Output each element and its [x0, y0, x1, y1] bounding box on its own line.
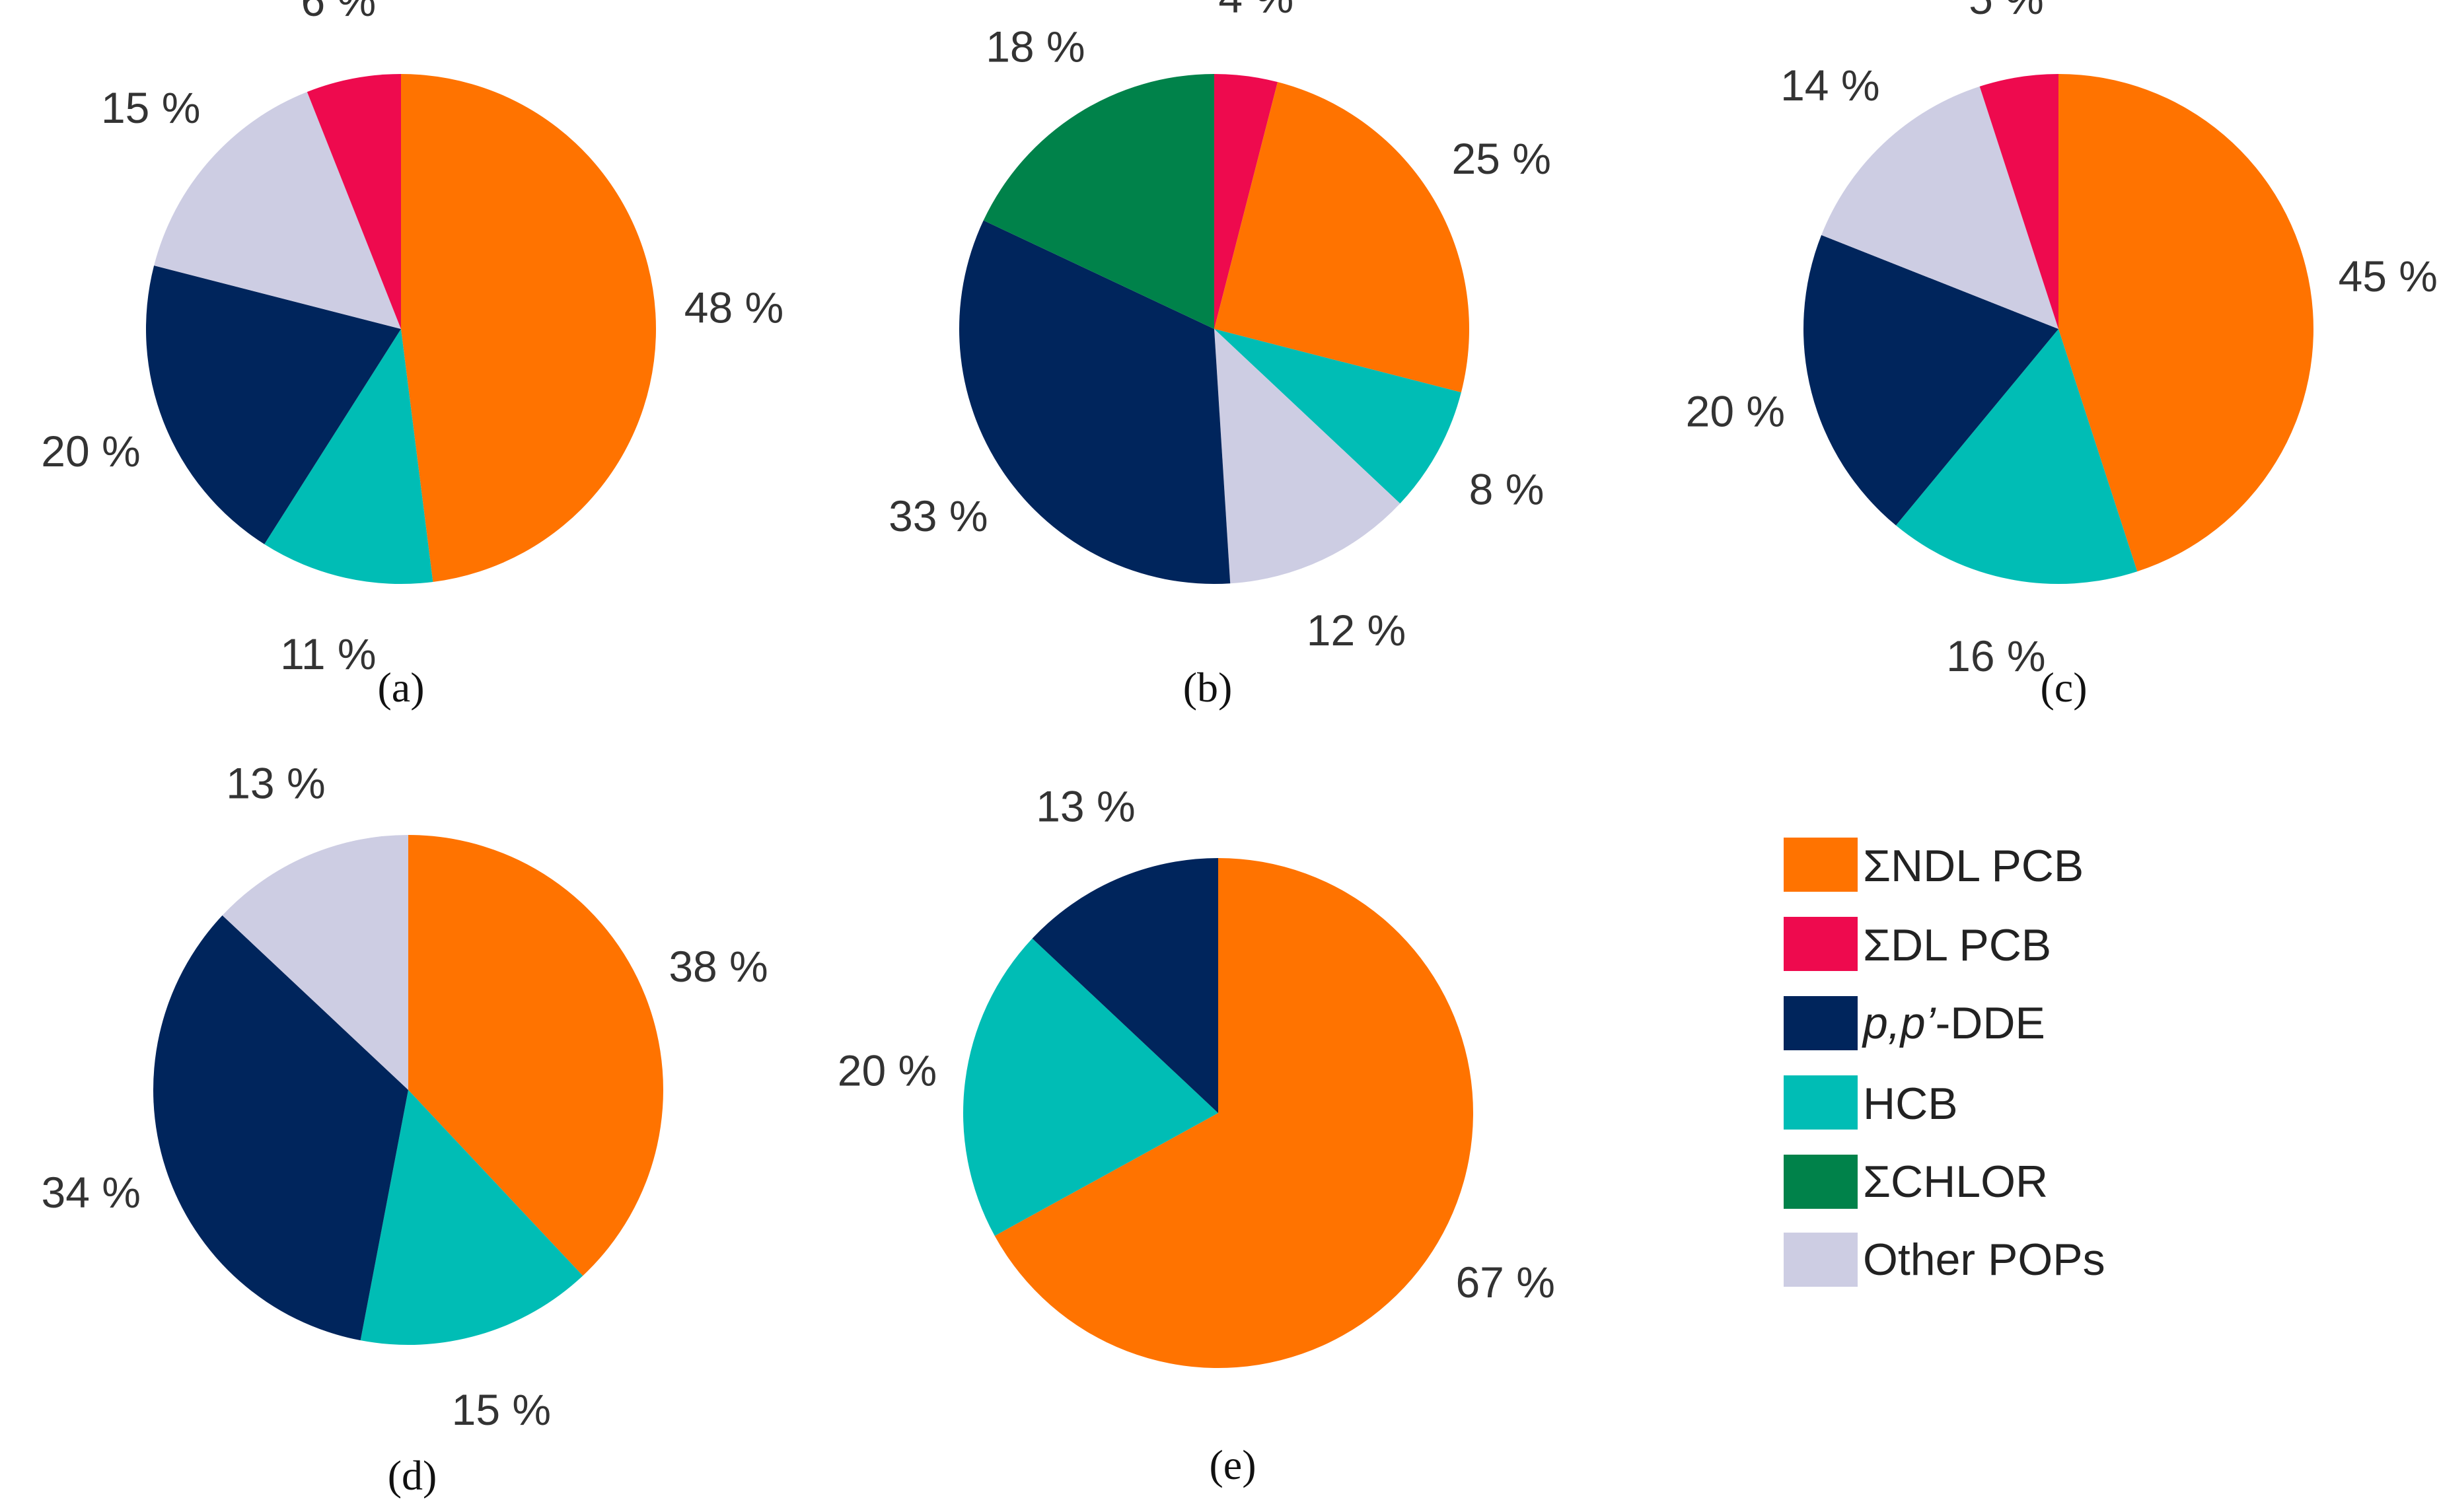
legend-swatch-chlor	[1784, 1155, 1858, 1209]
legend-swatch-other-pops	[1784, 1233, 1858, 1287]
pie-slice-d-p-p-dde	[153, 915, 409, 1341]
pie-label-a-p-p-dde: 20 %	[41, 427, 140, 476]
legend-label-chlor: ΣCHLOR	[1863, 1157, 2048, 1207]
legend-label-dl-pcb: ΣDL PCB	[1863, 920, 2051, 970]
pie-slice-b-dl-pcb	[1214, 74, 1278, 329]
pie-label-e-p-p-dde: 13 %	[1036, 782, 1135, 831]
pie-slice-b-p-p-dde	[959, 220, 1231, 585]
pie-label-a-ndl-pcb: 48 %	[684, 283, 783, 332]
pie-slice-b-ndl-pcb	[1214, 82, 1469, 392]
pie-slice-e-hcb	[963, 938, 1218, 1236]
pie-slice-c-hcb	[1895, 329, 2138, 584]
pie-slice-a-p-p-dde	[146, 266, 401, 544]
pie-label-b-ndl-pcb: 25 %	[1451, 134, 1550, 183]
pie-label-c-hcb: 16 %	[1946, 631, 2045, 680]
pie-label-b-other-pops: 12 %	[1307, 606, 1406, 655]
pie-label-a-dl-pcb: 6 %	[301, 0, 377, 25]
pie-label-d-p-p-dde: 34 %	[41, 1168, 140, 1217]
pie-label-e-hcb: 20 %	[838, 1046, 937, 1095]
pie-slice-b-other-pops	[1214, 329, 1400, 584]
pie-chart-a: 48 % 11 % 20 % 15 % 6 % (a)	[41, 0, 783, 711]
legend-label-pp-dde: p,p’-DDE	[1862, 998, 2045, 1048]
pie-caption-b: (b)	[1183, 664, 1233, 711]
pie-label-b-dl-pcb: 4 %	[1218, 0, 1293, 22]
pie-label-c-dl-pcb: 5 %	[1969, 0, 2044, 23]
legend-swatch-pp-dde	[1784, 996, 1858, 1050]
pie-label-d-hcb: 15 %	[452, 1385, 551, 1434]
pie-label-a-other-pops: 15 %	[101, 83, 200, 132]
legend-swatch-hcb	[1784, 1075, 1858, 1130]
pie-label-b-p-p-dde: 33 %	[889, 491, 988, 540]
pie-slice-c-p-p-dde	[1803, 234, 2058, 526]
legend-label-ndl-pcb: ΣNDL PCB	[1863, 841, 2084, 891]
pie-slice-a-hcb	[264, 329, 433, 585]
pie-label-b-hcb: 8 %	[1469, 464, 1545, 513]
pie-slice-c-ndl-pcb	[2058, 74, 2313, 572]
pie-slice-d-ndl-pcb	[408, 835, 663, 1276]
legend-swatch-dl-pcb	[1784, 917, 1858, 971]
pie-label-c-other-pops: 14 %	[1780, 61, 1879, 110]
pie-caption-e: (e)	[1209, 1441, 1256, 1488]
pie-charts: 48 % 11 % 20 % 15 % 6 % (a) 4 % 25 % 8 % 12 % 33 %…	[41, 0, 2437, 1499]
pie-slice-e-p-p-dde	[1032, 858, 1218, 1113]
pie-label-d-other-pops: 13 %	[226, 759, 325, 808]
pie-slice-a-other-pops	[154, 92, 402, 330]
pie-caption-c: (c)	[2040, 664, 2087, 711]
pie-slice-c-other-pops	[1821, 86, 2058, 329]
pie-slice-d-other-pops	[222, 835, 408, 1090]
pie-chart-c: 45 % 16 % 20 % 14 % 5 % (c)	[1686, 0, 2437, 711]
pie-label-c-ndl-pcb: 45 %	[2339, 252, 2437, 301]
pie-slice-a-ndl-pcb	[401, 74, 657, 582]
pie-caption-d: (d)	[388, 1452, 437, 1499]
legend: ΣNDL PCB ΣDL PCB p,p’-DDE HCB ΣCHLOR Oth…	[1784, 838, 2105, 1287]
pie-slice-b-chlor	[983, 73, 1214, 329]
pie-chart-e: 67 % 20 % 13 % (e)	[838, 782, 1555, 1488]
pie-slice-c-dl-pcb	[1979, 74, 2058, 329]
pie-caption-a: (a)	[377, 664, 424, 711]
pie-chart-d: 38 % 15 % 34 % 13 % (d)	[41, 759, 768, 1499]
pie-label-b-chlor: 18 %	[986, 22, 1085, 71]
pie-slice-d-hcb	[360, 1090, 583, 1345]
legend-label-other-pops: Other POPs	[1863, 1235, 2105, 1285]
legend-swatch-ndl-pcb	[1784, 838, 1858, 892]
pie-label-d-ndl-pcb: 38 %	[669, 942, 768, 991]
pie-label-a-hcb: 11 %	[280, 630, 377, 678]
pie-label-c-p-p-dde: 20 %	[1686, 387, 1785, 436]
pie-chart-b: 4 % 25 % 8 % 12 % 33 % 18 % (b)	[889, 0, 1551, 711]
pie-slice-b-hcb	[1214, 329, 1461, 504]
pie-slice-a-dl-pcb	[307, 74, 401, 329]
pie-slice-e-ndl-pcb	[994, 858, 1474, 1368]
legend-label-hcb: HCB	[1863, 1079, 1958, 1129]
pie-label-e-ndl-pcb: 67 %	[1455, 1258, 1554, 1307]
